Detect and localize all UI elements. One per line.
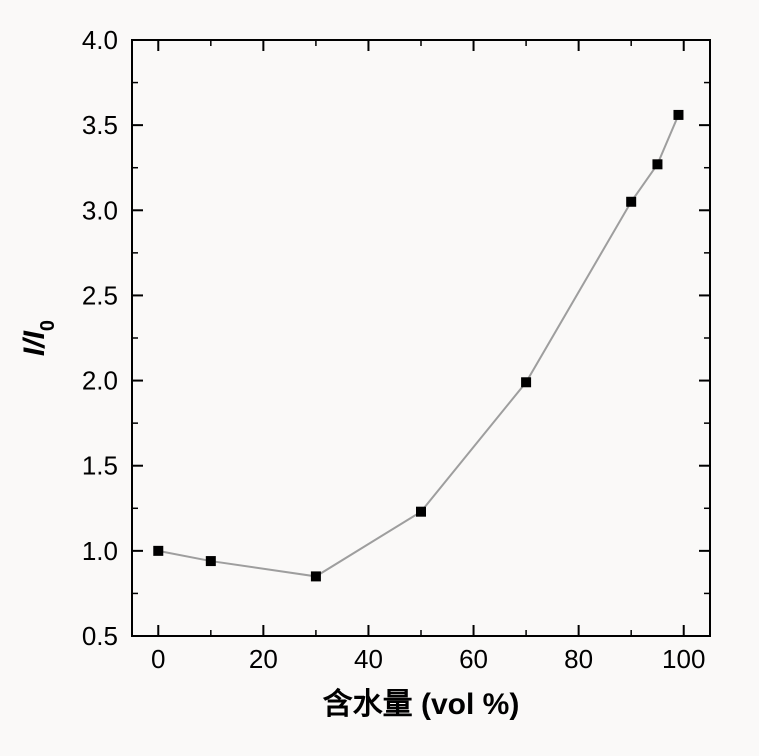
y-tick-label: 4.0 [82, 25, 118, 55]
y-tick-label: 0.5 [82, 621, 118, 651]
x-tick-label: 0 [151, 644, 165, 674]
x-tick-label: 80 [564, 644, 593, 674]
y-tick-label: 1.5 [82, 451, 118, 481]
data-marker [153, 546, 163, 556]
x-tick-label: 40 [354, 644, 383, 674]
x-tick-label: 100 [662, 644, 705, 674]
y-tick-label: 2.0 [82, 366, 118, 396]
data-marker [626, 197, 636, 207]
x-tick-label: 20 [249, 644, 278, 674]
y-tick-label: 3.0 [82, 195, 118, 225]
chart-svg: 0 20 40 60 80 100 0.5 1.0 1.5 2.0 2.5 3.0 3.5 4.0 含水量 … [0, 0, 759, 756]
x-axis-label: 含水量 (vol %) [323, 687, 520, 721]
data-marker [673, 110, 683, 120]
data-marker [652, 159, 662, 169]
data-marker [416, 507, 426, 517]
data-marker [311, 571, 321, 581]
y-tick-label: 2.5 [82, 280, 118, 310]
chart-container: 0 20 40 60 80 100 0.5 1.0 1.5 2.0 2.5 3.0 3.5 4.0 含水量 … [0, 0, 759, 756]
y-tick-label: 3.5 [82, 110, 118, 140]
data-marker [206, 556, 216, 566]
x-tick-label: 60 [459, 644, 488, 674]
data-marker [521, 377, 531, 387]
y-tick-label: 1.0 [82, 536, 118, 566]
